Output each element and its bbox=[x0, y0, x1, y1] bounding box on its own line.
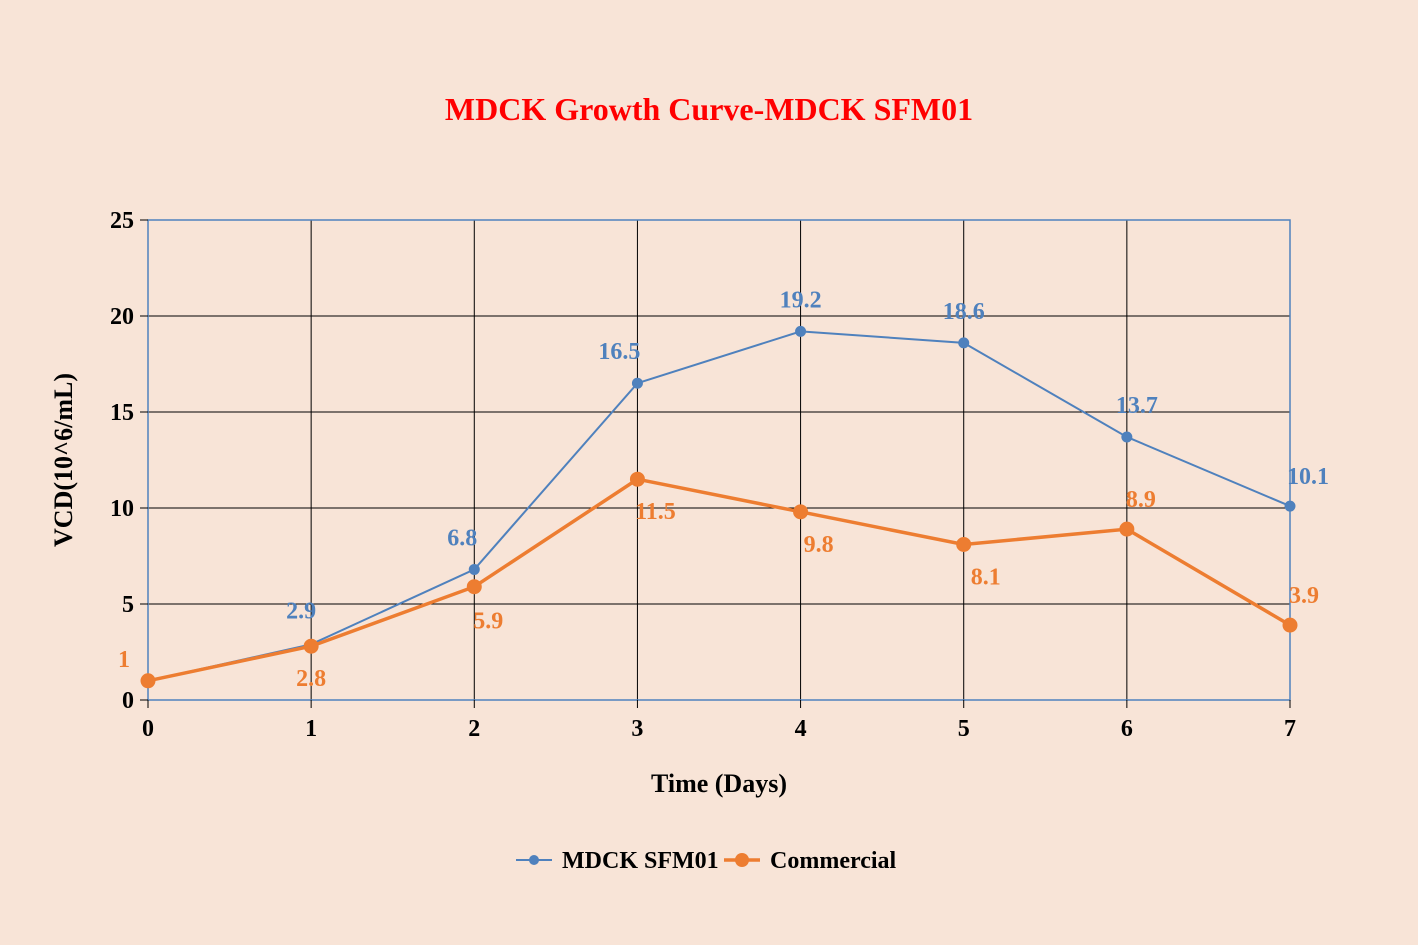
series-marker-0 bbox=[632, 378, 642, 388]
series-marker-1 bbox=[794, 505, 808, 519]
series-marker-1 bbox=[1120, 522, 1134, 536]
data-label-0: 6.8 bbox=[447, 525, 477, 551]
y-tick-label: 25 bbox=[110, 208, 134, 234]
chart-title: MDCK Growth Curve-MDCK SFM01 bbox=[445, 91, 973, 127]
data-label-1: 9.8 bbox=[804, 532, 834, 558]
data-label-0: 19.2 bbox=[780, 287, 822, 313]
series-marker-1 bbox=[630, 472, 644, 486]
chart-background bbox=[0, 0, 1418, 945]
y-tick-label: 10 bbox=[110, 496, 134, 522]
series-marker-0 bbox=[1285, 501, 1295, 511]
data-label-0: 16.5 bbox=[598, 339, 640, 365]
x-axis-label: Time (Days) bbox=[651, 769, 787, 798]
series-marker-1 bbox=[1283, 618, 1297, 632]
y-tick-label: 15 bbox=[110, 400, 134, 426]
series-marker-0 bbox=[1122, 432, 1132, 442]
data-label-1: 2.8 bbox=[296, 666, 326, 692]
series-marker-1 bbox=[304, 639, 318, 653]
y-tick-label: 5 bbox=[122, 592, 134, 618]
legend-marker bbox=[735, 853, 749, 867]
y-tick-label: 20 bbox=[110, 304, 134, 330]
x-tick-label: 7 bbox=[1284, 716, 1296, 742]
series-marker-1 bbox=[141, 674, 155, 688]
legend-label: Commercial bbox=[770, 848, 897, 874]
x-tick-label: 0 bbox=[142, 716, 154, 742]
x-tick-label: 4 bbox=[795, 716, 807, 742]
y-axis-label: VCD(10^6/mL) bbox=[49, 373, 78, 547]
data-label-0: 13.7 bbox=[1116, 393, 1158, 419]
x-tick-label: 2 bbox=[468, 716, 480, 742]
growth-chart: MDCK Growth Curve-MDCK SFM01 0 1 2 3 4 5 6 7 0 5 10… bbox=[0, 0, 1418, 945]
series-marker-0 bbox=[796, 326, 806, 336]
x-tick-label: 1 bbox=[305, 716, 317, 742]
y-tick-label: 0 bbox=[122, 688, 134, 714]
data-label-1: 8.9 bbox=[1126, 487, 1156, 513]
x-tick-label: 3 bbox=[631, 716, 643, 742]
series-marker-1 bbox=[467, 580, 481, 594]
series-marker-0 bbox=[959, 338, 969, 348]
x-tick-label: 6 bbox=[1121, 716, 1133, 742]
data-label-1: 3.9 bbox=[1289, 583, 1319, 609]
data-label-1: 1 bbox=[118, 647, 130, 673]
data-label-1: 8.1 bbox=[971, 564, 1001, 590]
legend-label: MDCK SFM01 bbox=[562, 848, 719, 874]
legend-marker bbox=[529, 855, 539, 865]
data-label-0: 10.1 bbox=[1287, 464, 1329, 490]
series-marker-1 bbox=[957, 537, 971, 551]
x-tick-label: 5 bbox=[958, 716, 970, 742]
data-label-0: 2.9 bbox=[286, 598, 316, 624]
data-label-0: 18.6 bbox=[943, 299, 985, 325]
data-label-1: 11.5 bbox=[635, 499, 676, 525]
series-marker-0 bbox=[469, 564, 479, 574]
data-label-1: 5.9 bbox=[473, 609, 503, 635]
